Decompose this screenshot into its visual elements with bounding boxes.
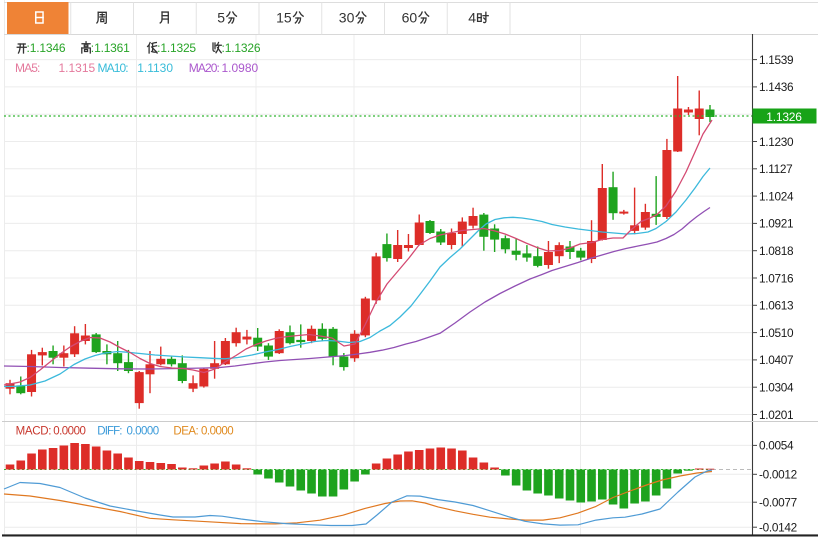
svg-text:4: 4 — [468, 10, 476, 26]
svg-text:1.1346: 1.1346 — [30, 41, 66, 55]
svg-text:0.0000: 0.0000 — [53, 426, 85, 438]
svg-text:1.1024: 1.1024 — [759, 189, 794, 203]
svg-text:1.1230: 1.1230 — [759, 135, 794, 149]
svg-text:1.0980: 1.0980 — [222, 61, 259, 75]
svg-text::: : — [91, 41, 94, 55]
svg-text:30: 30 — [339, 10, 355, 26]
svg-text:1.0613: 1.0613 — [759, 299, 794, 313]
svg-text:DEA:: DEA: — [173, 426, 198, 438]
svg-text::: : — [27, 41, 30, 55]
svg-text:MACD:: MACD: — [16, 426, 52, 438]
svg-text:1.1361: 1.1361 — [94, 41, 130, 55]
svg-text:MA10:: MA10: — [98, 61, 129, 75]
svg-text:-0.0142: -0.0142 — [759, 521, 797, 535]
svg-text:1.1130: 1.1130 — [137, 61, 173, 75]
svg-text:5: 5 — [217, 10, 225, 26]
svg-text:0.0000: 0.0000 — [201, 426, 233, 438]
svg-text:1.1325: 1.1325 — [160, 41, 196, 55]
svg-text:1.0510: 1.0510 — [759, 326, 794, 340]
svg-text:MA5:: MA5: — [15, 61, 40, 75]
svg-text:-0.0077: -0.0077 — [759, 496, 797, 510]
svg-text:1.1127: 1.1127 — [759, 162, 792, 176]
svg-text:-0.0012: -0.0012 — [759, 468, 797, 482]
svg-text:1.0304: 1.0304 — [759, 381, 794, 395]
svg-text:1.1436: 1.1436 — [759, 80, 794, 94]
svg-text:60: 60 — [402, 10, 418, 26]
svg-text:DIFF:: DIFF: — [97, 426, 122, 438]
svg-text:1.1539: 1.1539 — [759, 53, 793, 67]
svg-text:MA20:: MA20: — [189, 61, 220, 75]
svg-text:0.0054: 0.0054 — [759, 439, 794, 453]
svg-text:1.0716: 1.0716 — [759, 271, 794, 285]
svg-text:1.0201: 1.0201 — [759, 408, 793, 422]
svg-text:1.1326: 1.1326 — [225, 41, 261, 55]
svg-text::: : — [157, 41, 160, 55]
svg-text:15: 15 — [276, 10, 292, 26]
svg-text:1.0407: 1.0407 — [759, 353, 793, 367]
svg-text:1.0818: 1.0818 — [759, 244, 794, 258]
svg-text:1.0921: 1.0921 — [759, 217, 793, 231]
svg-text:0.0000: 0.0000 — [127, 426, 159, 438]
svg-text::: : — [222, 41, 225, 55]
svg-text:1.1326: 1.1326 — [766, 110, 802, 124]
svg-text:1.1315: 1.1315 — [59, 61, 96, 75]
